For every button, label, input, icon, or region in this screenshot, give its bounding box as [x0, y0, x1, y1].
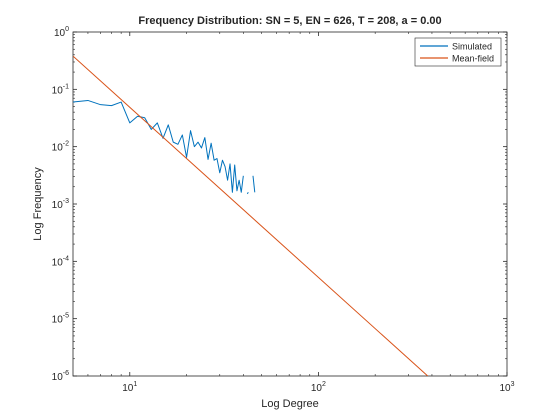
x-axis-ticks: 101 102 103 — [87, 32, 515, 394]
plot-area — [72, 31, 508, 377]
chart-title: Frequency Distribution: SN = 5, EN = 626… — [138, 15, 441, 27]
legend: Simulated Mean-field — [414, 37, 502, 67]
series-line-simulated-2 — [252, 175, 256, 193]
series-line-simulated-0 — [73, 99, 244, 193]
x-axis-label: Log Degree — [261, 398, 319, 410]
series-line-simulated-1 — [246, 192, 249, 195]
y-axis-label: Log Frequency — [32, 167, 44, 241]
legend-box — [414, 37, 502, 67]
legend-label-mean-field: Mean-field — [452, 54, 494, 64]
series-line-mean-field-0 — [73, 55, 429, 376]
legend-label-simulated: Simulated — [452, 42, 492, 52]
series-layer — [73, 55, 429, 376]
